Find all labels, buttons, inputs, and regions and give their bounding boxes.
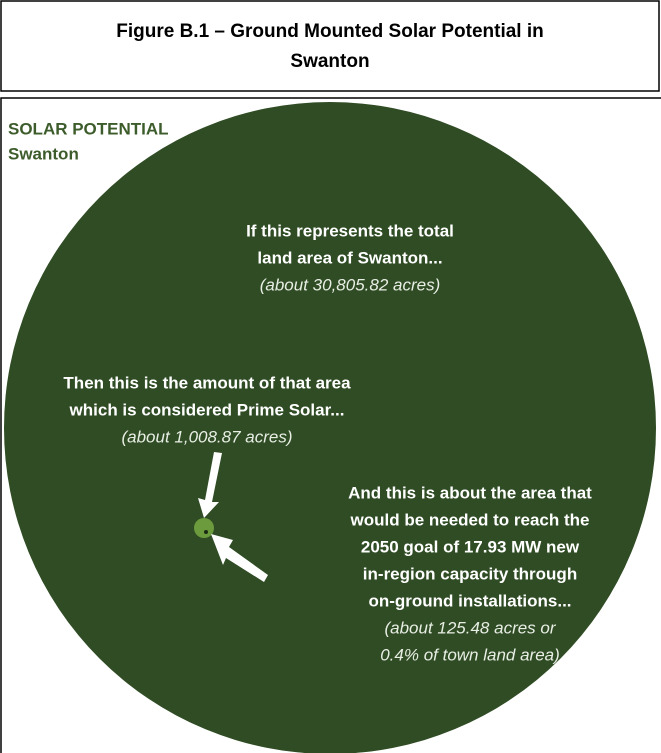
block-line: 2050 goal of 17.93 MW new (361, 537, 580, 556)
block-note: (about 30,805.82 acres) (260, 275, 441, 294)
block-note: (about 125.48 acres or (384, 618, 556, 637)
block-line: would be needed to reach the (350, 510, 590, 529)
block-line: on-ground installations... (368, 591, 571, 610)
block-line: Then this is the amount of that area (63, 373, 351, 392)
figure-title: Figure B.1 – Ground Mounted Solar Potent… (116, 21, 544, 42)
goal-area-dot (204, 530, 208, 534)
title-box (0, 0, 660, 92)
block-line: which is considered Prime Solar... (69, 400, 345, 419)
arrow (211, 534, 268, 582)
block-line: If this represents the total (246, 221, 454, 240)
arrow (198, 452, 222, 518)
header-title: SOLAR POTENTIAL (8, 119, 169, 138)
figure-title: Swanton (290, 51, 369, 72)
prime-solar-circle (194, 518, 214, 538)
block-line: And this is about the area that (348, 483, 592, 502)
block-note: (about 1,008.87 acres) (121, 427, 292, 446)
block-note: 0.4% of town land area) (380, 645, 560, 664)
header-subtitle: Swanton (8, 144, 79, 163)
block-line: land area of Swanton... (257, 248, 442, 267)
town-area-circle (4, 102, 656, 753)
block-line: in-region capacity through (363, 564, 577, 583)
